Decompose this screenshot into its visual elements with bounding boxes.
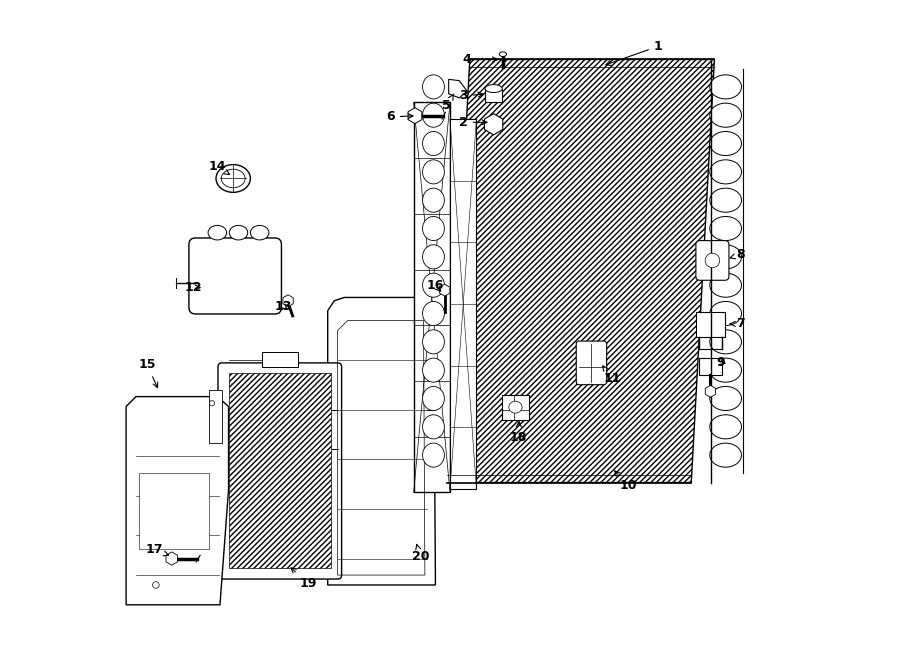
Ellipse shape	[423, 160, 445, 184]
Text: 7: 7	[730, 317, 745, 330]
Ellipse shape	[423, 75, 445, 99]
Text: 20: 20	[411, 544, 429, 563]
Polygon shape	[408, 108, 422, 124]
Ellipse shape	[710, 273, 742, 297]
Polygon shape	[209, 390, 222, 443]
Ellipse shape	[710, 132, 742, 155]
Text: 11: 11	[603, 366, 621, 385]
Text: 8: 8	[730, 248, 745, 261]
Ellipse shape	[508, 401, 522, 413]
Ellipse shape	[710, 75, 742, 99]
Ellipse shape	[710, 160, 742, 184]
Ellipse shape	[221, 169, 245, 188]
FancyBboxPatch shape	[189, 238, 282, 314]
Ellipse shape	[710, 443, 742, 467]
Ellipse shape	[230, 225, 248, 240]
Ellipse shape	[423, 273, 445, 297]
Ellipse shape	[485, 85, 502, 93]
Text: 2: 2	[459, 116, 487, 129]
FancyBboxPatch shape	[696, 241, 729, 280]
Polygon shape	[706, 385, 716, 397]
Ellipse shape	[423, 132, 445, 155]
Text: 17: 17	[145, 543, 168, 557]
Text: 5: 5	[442, 94, 454, 112]
Ellipse shape	[710, 301, 742, 325]
Ellipse shape	[423, 358, 445, 382]
Text: 19: 19	[291, 568, 317, 590]
Ellipse shape	[710, 216, 742, 241]
Ellipse shape	[500, 52, 507, 56]
Ellipse shape	[710, 188, 742, 212]
Polygon shape	[439, 284, 450, 296]
Polygon shape	[449, 79, 467, 98]
Ellipse shape	[423, 330, 445, 354]
Ellipse shape	[423, 188, 445, 212]
Ellipse shape	[216, 165, 250, 192]
Text: 14: 14	[209, 160, 230, 175]
Ellipse shape	[710, 330, 742, 354]
Ellipse shape	[208, 225, 227, 240]
FancyBboxPatch shape	[218, 363, 342, 579]
Bar	[140, 473, 209, 549]
Ellipse shape	[423, 103, 445, 128]
Text: 10: 10	[615, 471, 637, 492]
Ellipse shape	[710, 415, 742, 439]
Polygon shape	[126, 397, 229, 605]
Polygon shape	[328, 297, 436, 585]
Bar	[501, 395, 529, 420]
Bar	[229, 373, 331, 568]
Ellipse shape	[423, 387, 445, 410]
Ellipse shape	[423, 245, 445, 269]
Ellipse shape	[423, 415, 445, 439]
Text: 9: 9	[716, 356, 725, 369]
FancyBboxPatch shape	[576, 341, 607, 385]
Bar	[262, 352, 298, 367]
Ellipse shape	[710, 387, 742, 410]
Bar	[414, 102, 450, 492]
Text: 4: 4	[463, 53, 498, 66]
Ellipse shape	[210, 401, 215, 406]
Ellipse shape	[423, 216, 445, 241]
Ellipse shape	[710, 245, 742, 269]
Bar	[450, 119, 476, 489]
Text: 6: 6	[386, 110, 413, 124]
Ellipse shape	[250, 225, 269, 240]
Ellipse shape	[710, 103, 742, 128]
Text: 18: 18	[509, 422, 526, 444]
Text: 16: 16	[427, 279, 444, 292]
Bar	[696, 312, 725, 337]
Polygon shape	[484, 114, 503, 135]
Bar	[485, 89, 502, 102]
Text: 3: 3	[459, 89, 483, 102]
Bar	[698, 358, 723, 375]
Ellipse shape	[710, 358, 742, 382]
Ellipse shape	[705, 253, 720, 268]
Text: 1: 1	[606, 40, 662, 65]
Ellipse shape	[423, 443, 445, 467]
Text: 12: 12	[184, 281, 202, 294]
Polygon shape	[166, 552, 177, 565]
Text: 15: 15	[139, 358, 158, 387]
Ellipse shape	[423, 301, 445, 325]
Polygon shape	[446, 59, 715, 483]
Text: 13: 13	[274, 299, 292, 313]
Polygon shape	[283, 295, 293, 307]
Ellipse shape	[152, 582, 159, 588]
